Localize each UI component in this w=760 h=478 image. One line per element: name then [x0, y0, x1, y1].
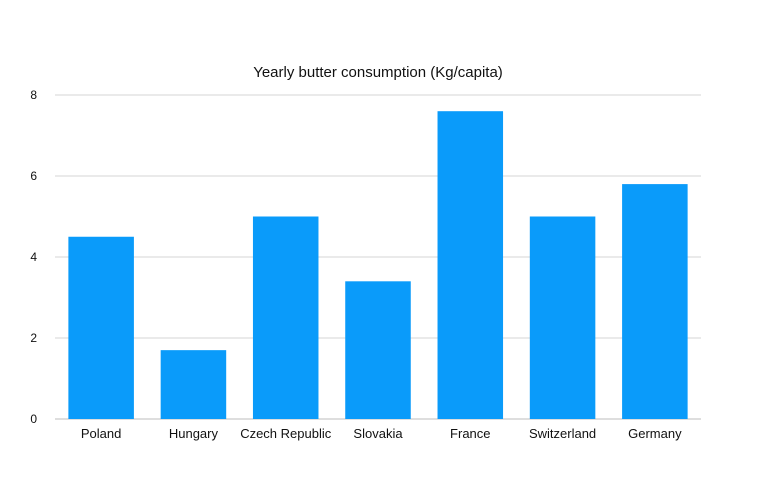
x-tick-label: Czech Republic — [240, 426, 332, 441]
bar-france — [437, 111, 504, 419]
bar-germany — [622, 184, 688, 419]
x-tick-label: Germany — [628, 426, 682, 441]
x-tick-label: Poland — [81, 426, 121, 441]
y-tick-label: 2 — [30, 331, 37, 345]
x-tick-label: Switzerland — [529, 426, 596, 441]
bars — [68, 111, 688, 419]
y-axis-ticks: 0 2 4 6 8 — [30, 88, 37, 426]
y-tick-label: 0 — [30, 412, 37, 426]
bar-hungary — [160, 350, 227, 419]
y-tick-label: 4 — [30, 250, 37, 264]
y-tick-label: 6 — [30, 169, 37, 183]
bar-switzerland — [529, 216, 596, 419]
x-axis-ticks: Poland Hungary Czech Republic Slovakia Franc… — [81, 426, 682, 441]
x-tick-label: France — [450, 426, 490, 441]
y-tick-label: 8 — [30, 88, 37, 102]
bar-poland — [68, 236, 134, 419]
bar-slovakia — [345, 281, 411, 419]
bar-czech-republic — [252, 216, 319, 419]
chart-title: Yearly butter consumption (Kg/capita) — [253, 64, 503, 81]
x-tick-label: Slovakia — [353, 426, 403, 441]
x-tick-label: Hungary — [169, 426, 219, 441]
